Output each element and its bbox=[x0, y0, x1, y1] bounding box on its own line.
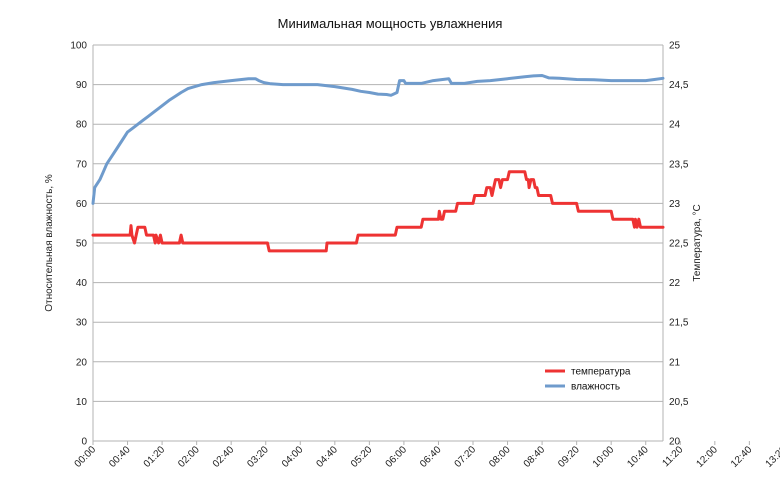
x-tick-label: 06:40 bbox=[418, 444, 444, 470]
y-tick-right: 22 bbox=[669, 278, 681, 289]
x-tick-label: 10:40 bbox=[625, 444, 651, 470]
y-tick-left: 30 bbox=[76, 318, 88, 329]
x-tick-label: 02:00 bbox=[176, 444, 202, 470]
series-lines bbox=[91, 74, 665, 253]
x-tick-label: 09:20 bbox=[556, 444, 582, 470]
y-tick-right: 22,5 bbox=[669, 239, 689, 250]
y-axis-label-right: Температура, °С bbox=[692, 204, 703, 281]
y-tick-right: 25 bbox=[669, 41, 681, 52]
y-tick-left: 80 bbox=[76, 120, 88, 131]
x-tick-label: 04:40 bbox=[314, 444, 340, 470]
y-tick-left: 0 bbox=[81, 437, 87, 448]
series-line-humidity bbox=[91, 74, 665, 205]
x-tick-label: 06:00 bbox=[384, 444, 410, 470]
y-tick-left: 100 bbox=[70, 41, 87, 52]
x-tick-label: 13:20 bbox=[764, 444, 780, 470]
x-tick-label: 00:00 bbox=[73, 444, 99, 470]
x-tick-label: 07:20 bbox=[453, 444, 479, 470]
y-tick-left: 50 bbox=[76, 239, 88, 250]
y-ticks-left: 0 10 20 30 40 50 60 70 80 90 100 bbox=[70, 41, 87, 448]
legend-label: влажность bbox=[571, 382, 620, 393]
y-tick-left: 20 bbox=[76, 357, 88, 368]
y-tick-left: 70 bbox=[76, 159, 88, 170]
chart-title: Минимальная мощность увлажнения bbox=[278, 16, 503, 31]
x-tick-label: 12:40 bbox=[729, 444, 755, 470]
y-axis-label-left: Относительная влажность, % bbox=[44, 174, 55, 312]
y-tick-right: 20,5 bbox=[669, 397, 689, 408]
x-tick-label: 04:00 bbox=[280, 444, 306, 470]
y-tick-left: 90 bbox=[76, 80, 88, 91]
y-tick-right: 21,5 bbox=[669, 318, 689, 329]
x-tick-label: 10:00 bbox=[591, 444, 617, 470]
axes bbox=[92, 45, 664, 442]
y-tick-left: 10 bbox=[76, 397, 88, 408]
legend-label: температура bbox=[571, 367, 631, 378]
y-tick-right: 21 bbox=[669, 357, 681, 368]
x-tick-label: 03:20 bbox=[245, 444, 271, 470]
legend: температура влажность bbox=[545, 367, 631, 393]
series-line-temperature bbox=[91, 170, 665, 253]
x-tick-label: 12:00 bbox=[694, 444, 720, 470]
y-tick-right: 20 bbox=[669, 437, 681, 448]
y-ticks-right: 20 20,5 21 21,5 22 22,5 23 23,5 24 24,5 25 bbox=[669, 41, 689, 448]
x-tick-label: 05:20 bbox=[349, 444, 375, 470]
x-tick-label: 00:40 bbox=[107, 444, 133, 470]
y-tick-right: 24 bbox=[669, 120, 681, 131]
y-tick-right: 23 bbox=[669, 199, 681, 210]
y-tick-right: 23,5 bbox=[669, 159, 689, 170]
x-tick-label: 02:40 bbox=[211, 444, 237, 470]
x-tick-label: 11:20 bbox=[660, 444, 685, 469]
x-tick-label: 08:00 bbox=[487, 444, 513, 470]
y-tick-right: 24,5 bbox=[669, 80, 689, 91]
x-tick-label: 08:40 bbox=[522, 444, 548, 470]
y-tick-left: 40 bbox=[76, 278, 88, 289]
x-tick-label: 01:20 bbox=[142, 444, 168, 470]
y-tick-left: 60 bbox=[76, 199, 88, 210]
